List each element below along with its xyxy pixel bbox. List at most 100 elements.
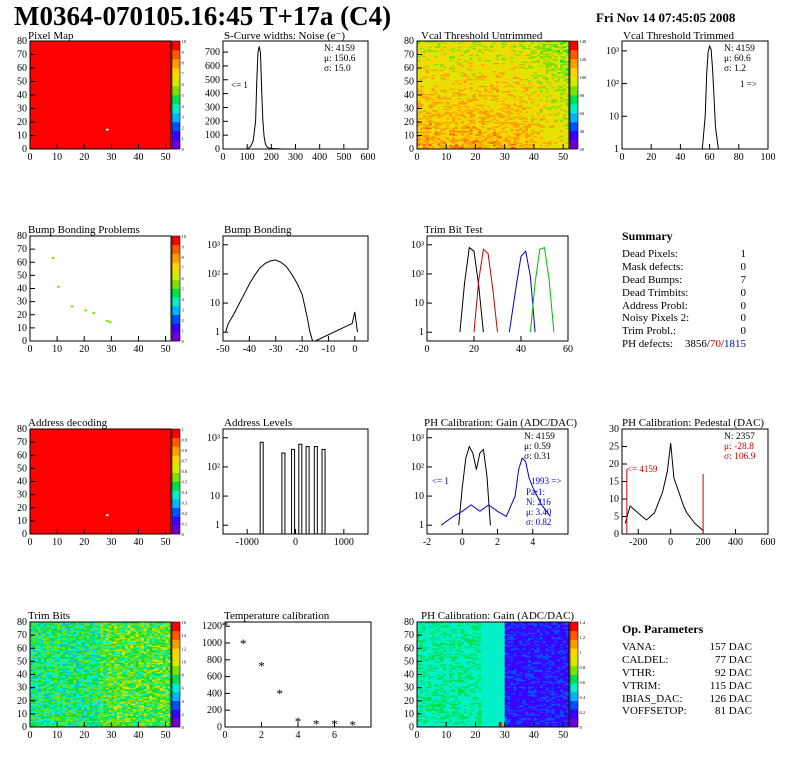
heatmap-cell: [35, 660, 39, 662]
heatmap-cell: [431, 72, 435, 74]
heatmap-cell: [40, 628, 44, 631]
heatmap-cell: [493, 57, 497, 59]
heatmap-cell: [460, 93, 465, 96]
heatmap-cell: [417, 68, 421, 70]
heatmap-cell: [35, 695, 39, 698]
heatmap-cell: [495, 42, 500, 44]
y-tick-label: 100: [205, 130, 220, 141]
heatmap-cell: [452, 77, 456, 80]
heatmap-cell: [501, 107, 505, 109]
heatmap-cell: [40, 649, 44, 652]
heatmap-cell: [533, 61, 538, 63]
heatmap-cell: [40, 716, 44, 719]
heatmap-cell: [525, 107, 529, 109]
heatmap-cell: [440, 139, 444, 142]
heatmap-cell: [507, 134, 511, 136]
heatmap-cell: [487, 111, 491, 113]
heatmap-cell: [522, 132, 526, 135]
heatmap-cell: [487, 101, 491, 104]
heatmap-cell: [446, 78, 450, 81]
heatmap-cell: [35, 690, 39, 692]
heatmap-cell: [428, 42, 432, 44]
heatmap-cell: [457, 74, 462, 77]
heatmap-cell: [422, 101, 427, 104]
heatmap-cell: [443, 122, 447, 124]
heatmap-cell: [478, 63, 482, 66]
heatmap-cell: [531, 109, 535, 112]
heatmap-cell: [452, 113, 456, 116]
heatmap-cell: [507, 131, 511, 134]
heatmap-cell: [38, 648, 42, 650]
heatmap-cell: [443, 96, 447, 98]
heatmap-cell: [481, 127, 485, 129]
heatmap-cell: [536, 53, 541, 55]
heatmap-cell: [30, 724, 33, 726]
heatmap-cell: [463, 136, 467, 139]
heatmap-cell: [490, 96, 494, 98]
heatmap-cell: [548, 86, 552, 89]
heatmap-cell: [32, 641, 36, 644]
heatmap-cell: [504, 84, 508, 86]
heatmap-cell: [510, 55, 514, 58]
heatmap-cell: [557, 70, 561, 73]
y-tick-label: 5: [614, 512, 619, 523]
heatmap-cell: [525, 120, 529, 123]
heatmap-cell: [425, 78, 429, 81]
heatmap-cell: [481, 107, 485, 109]
heatmap-cell: [516, 55, 520, 58]
heatmap-cell: [446, 124, 450, 127]
heatmap-cell: [522, 95, 526, 97]
heatmap-cell: [510, 51, 514, 54]
heatmap-cell: [525, 46, 529, 48]
heatmap-cell: [38, 653, 42, 656]
heatmap-cell: [557, 77, 561, 80]
heatmap-cell: [531, 138, 535, 140]
heatmap-cell: [487, 59, 491, 62]
heatmap-cell: [469, 124, 473, 127]
heatmap-cell: [539, 105, 543, 108]
heatmap-cell: [428, 97, 432, 100]
heatmap-cell: [425, 95, 429, 97]
heatmap-cell: [566, 97, 570, 100]
heatmap-cell: [481, 86, 485, 89]
color-scale-segment: [570, 122, 578, 132]
heatmap-cell: [419, 138, 424, 140]
heatmap-cell: [484, 70, 488, 73]
heatmap-cell: [536, 126, 541, 128]
heatmap-cell: [437, 132, 441, 135]
heatmap-cell: [554, 96, 558, 98]
heatmap-cell: [425, 112, 429, 115]
heatmap-cell: [419, 143, 424, 146]
heatmap-cell: [449, 104, 453, 107]
heatmap-cell: [417, 78, 421, 81]
heatmap-cell: [566, 122, 570, 124]
heatmap-cell: [440, 82, 444, 85]
x-tick-label: 0: [668, 537, 673, 548]
heatmap-cell: [528, 42, 532, 44]
heatmap-cell: [457, 144, 462, 147]
heatmap-cell: [38, 650, 42, 653]
heatmap-cell: [449, 55, 453, 58]
heatmap-cell: [490, 76, 494, 78]
heatmap-cell: [446, 55, 450, 58]
heatmap-cell: [440, 65, 444, 67]
heatmap-cell: [38, 700, 42, 703]
heatmap-cell: [539, 104, 543, 107]
heatmap-cell: [528, 140, 532, 143]
heatmap-cell: [434, 72, 438, 74]
y-tick-label: 50: [17, 270, 27, 281]
heatmap-cell: [516, 107, 520, 109]
heatmap-cell: [466, 63, 470, 66]
heatmap-cell: [536, 74, 541, 77]
heatmap-cell: [455, 101, 459, 104]
heatmap-cell: [481, 130, 485, 132]
heatmap-cell: [490, 61, 494, 63]
heatmap-cell: [484, 85, 488, 88]
heatmap-cell: [501, 54, 505, 57]
heatmap-cell: [490, 107, 494, 109]
heatmap-cell: [516, 139, 520, 142]
heatmap-cell: [452, 142, 456, 144]
heatmap-cell: [478, 46, 482, 48]
heatmap-cell: [463, 51, 467, 54]
heatmap-cell: [522, 103, 526, 105]
